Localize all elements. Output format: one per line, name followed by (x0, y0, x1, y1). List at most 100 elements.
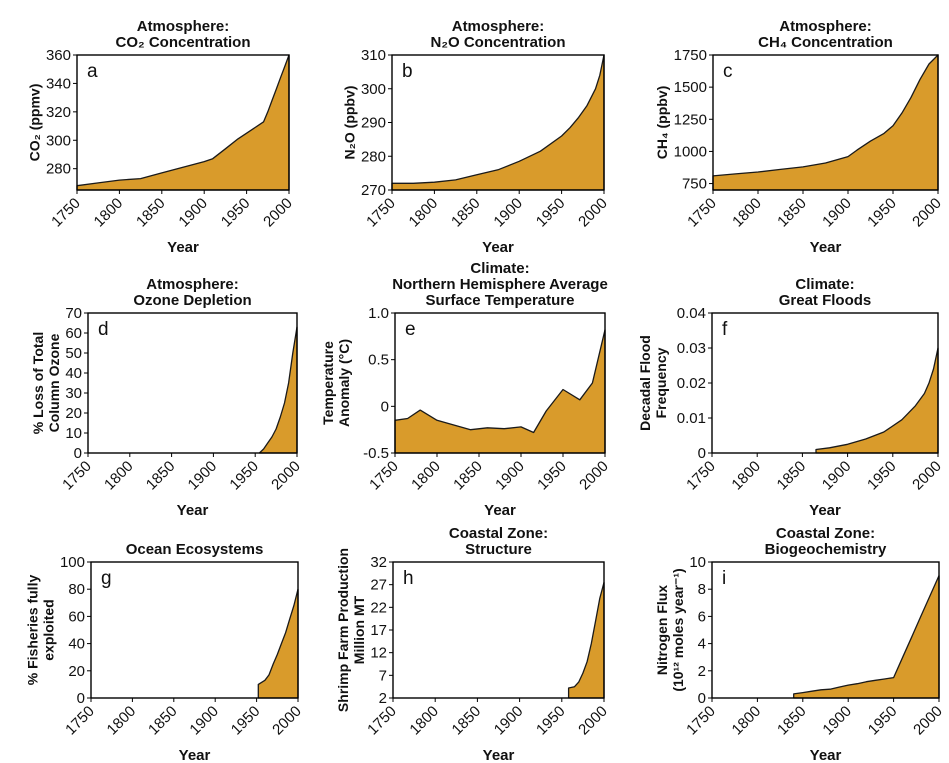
panel-a-ytick-label: 280 (46, 161, 71, 178)
panel-b-xtick-label: 2000 (575, 195, 611, 231)
panel-c-xtick-label: 1900 (819, 195, 855, 231)
panel-i-letter: i (722, 568, 726, 589)
panel-g-title-line-1: Ocean Ecosystems (126, 541, 264, 558)
panel-d-ytick-label: 50 (65, 345, 82, 362)
panel-i-xtick-label: 1750 (683, 703, 719, 739)
panel-d-ytick-label: 30 (65, 385, 82, 402)
panel-i-xtick-label: 1950 (865, 703, 901, 739)
panel-g-xtick-label: 1900 (186, 703, 222, 739)
panel-g-ylabel-line-2: exploited (41, 599, 57, 660)
panel-f-ytick-label: 0 (698, 445, 706, 462)
panel-e-xtick-label: 1900 (492, 458, 528, 494)
panel-f-title-line-2: Great Floods (779, 292, 872, 309)
panel-b-xtick-label: 1800 (406, 195, 442, 231)
panel-d-ytick-label: 60 (65, 325, 82, 342)
panel-g-ylabel-line-1: % Fisheries fully (25, 575, 41, 686)
panel-d-ytick-label: 0 (74, 445, 82, 462)
panel-i-ylabel-line-2: (10¹² moles year⁻¹) (670, 568, 686, 691)
panel-g-ytick-label: 40 (68, 636, 85, 653)
panel-i-ytick-label: 6 (698, 608, 706, 625)
panel-d-xtick-label: 1800 (101, 458, 137, 494)
panel-f-xtick-label: 2000 (909, 458, 945, 494)
panel-g-area (257, 588, 299, 699)
panel-e-ytick-label: -0.5 (363, 445, 389, 462)
panel-f-xtick-label: 1850 (774, 458, 810, 494)
panel-c-xtick-label: 1750 (684, 195, 720, 231)
panel-a-letter: a (87, 61, 98, 82)
panel-f-xtick-label: 1900 (819, 458, 855, 494)
panel-f-xtick-label: 1800 (728, 458, 764, 494)
panel-d-xtick-label: 1850 (143, 458, 179, 494)
panel-d-xtick-label: 1900 (185, 458, 221, 494)
panel-h-frame (392, 561, 605, 699)
panel-c-xlabel: Year (810, 239, 842, 256)
panel-h-xtick-label: 1950 (533, 703, 569, 739)
panel-e-xtick-label: 1800 (408, 458, 444, 494)
panel-f-xlabel: Year (809, 502, 841, 519)
panel-c-title-line-2: CH₄ Concentration (758, 34, 893, 51)
panel-a-frame (76, 54, 290, 191)
panel-c-xtick-label: 1800 (729, 195, 765, 231)
panel-d-ytick-label: 20 (65, 405, 82, 422)
panel-i-xtick-label: 1850 (774, 703, 810, 739)
panel-i-xtick-label: 2000 (910, 703, 946, 739)
panel-e-title-line-2: Northern Hemisphere Average (392, 276, 608, 293)
panel-i-title-line-2: Biogeochemistry (765, 541, 887, 558)
panel-h-area (567, 581, 605, 699)
panel-i-frame (711, 561, 940, 699)
panel-h-xtick-label: 2000 (575, 703, 611, 739)
panel-a-ytick-label: 340 (46, 75, 71, 92)
panel-c: Atmosphere:CH₄ Concentration c 750 1000 1250… (654, 18, 945, 256)
panel-d-xtick-label: 1950 (226, 458, 262, 494)
panel-g-frame (90, 561, 299, 699)
panel-i-ytick-label: 8 (698, 581, 706, 598)
panel-d-ylabel-line-1: % Loss of Total (30, 332, 46, 434)
panel-a-ytick-label: 360 (46, 47, 71, 64)
panel-c-ytick-label: 1750 (674, 47, 707, 64)
panel-e-title-line-3: Surface Temperature (426, 292, 575, 309)
panel-d-ylabel-line-2: Column Ozone (46, 333, 62, 432)
panel-e-ytick-label: 0.5 (368, 352, 389, 369)
panel-d-title-line-1: Atmosphere: (146, 276, 239, 293)
panel-i-xtick-label: 1900 (819, 703, 855, 739)
panel-e-xlabel: Year (484, 502, 516, 519)
panel-d-xlabel: Year (177, 502, 209, 519)
panel-a-xtick-label: 1950 (218, 195, 254, 231)
panel-b-ytick-label: 300 (361, 81, 386, 98)
panel-b-ytick-label: 270 (361, 182, 386, 199)
panel-e: Climate:Northern Hemisphere AverageSurfa… (320, 260, 612, 519)
panel-g-ytick-label: 80 (68, 581, 85, 598)
panel-g-xtick-label: 1750 (62, 703, 98, 739)
panel-i-ytick-label: 0 (698, 690, 706, 707)
panel-e-ytick-label: 0 (381, 398, 389, 415)
panel-b-xtick-label: 1950 (533, 195, 569, 231)
panel-c-letter: c (723, 61, 733, 82)
panel-e-xtick-label: 2000 (576, 458, 612, 494)
panel-a-xtick-label: 1900 (175, 195, 211, 231)
panel-i-ylabel-line-1: Nitrogen Flux (654, 585, 670, 675)
panel-e-xtick-label: 1750 (366, 458, 402, 494)
panel-e-title-line-1: Climate: (470, 260, 529, 277)
panel-g-xtick-label: 2000 (269, 703, 305, 739)
panel-e-frame (394, 312, 606, 454)
panel-c-xtick-label: 1850 (774, 195, 810, 231)
panel-i-ytick-label: 10 (689, 554, 706, 571)
panel-e-letter: e (405, 319, 416, 340)
panel-h-xtick-label: 1900 (491, 703, 527, 739)
panel-d-ytick-label: 70 (65, 305, 82, 322)
panel-f-area (815, 347, 939, 454)
panel-c-ytick-label: 1500 (674, 79, 707, 96)
panel-g-xtick-label: 1800 (104, 703, 140, 739)
panel-h-title-line-2: Structure (465, 541, 532, 558)
panel-i-xlabel: Year (810, 747, 842, 763)
panel-f: Climate:Great Floods f 0 0.01 0.02 0.03 0.04 17… (637, 276, 945, 519)
panel-g-letter: g (101, 568, 112, 589)
panel-c-ylabel-line-1: CH₄ (ppbv) (654, 86, 670, 160)
panel-b-xtick-label: 1850 (448, 195, 484, 231)
panel-a-xtick-label: 1850 (133, 195, 169, 231)
panel-i-area (793, 574, 940, 699)
panel-a-xtick-label: 2000 (260, 195, 296, 231)
panel-d-ytick-label: 40 (65, 365, 82, 382)
panel-c-xtick-label: 2000 (909, 195, 945, 231)
